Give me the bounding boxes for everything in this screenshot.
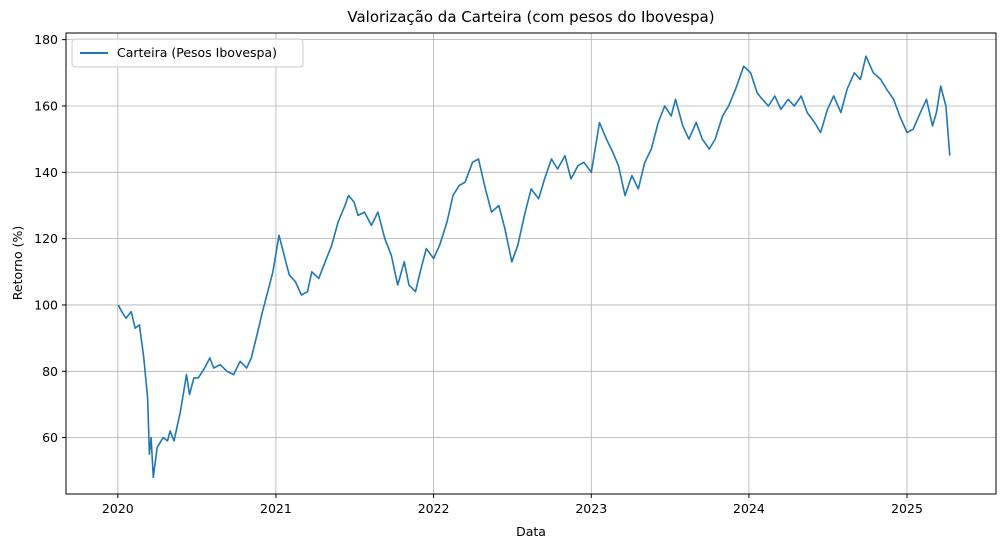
legend-label: Carteira (Pesos Ibovespa) (117, 45, 277, 60)
x-axis-label: Data (516, 524, 546, 539)
x-tick-label: 2021 (260, 501, 292, 516)
y-axis-ticks: 60 80 100 120 140 160 180 (34, 32, 66, 445)
y-tick-label: 60 (42, 430, 58, 445)
y-tick-label: 160 (34, 98, 58, 113)
y-tick-label: 140 (34, 165, 58, 180)
x-axis-ticks: 2020 2021 2022 2023 2024 2025 (102, 494, 923, 516)
y-tick-label: 100 (34, 297, 58, 312)
y-tick-label: 120 (34, 231, 58, 246)
x-tick-label: 2024 (733, 501, 765, 516)
series-line (117, 55, 951, 479)
chart-title: Valorização da Carteira (com pesos do Ib… (347, 8, 714, 26)
series-lines (117, 55, 951, 479)
legend-box (71, 38, 304, 68)
x-tick-label: 2022 (418, 501, 450, 516)
x-tick-label: 2023 (575, 501, 607, 516)
y-tick-label: 180 (34, 32, 58, 47)
x-tick-label: 2025 (891, 501, 923, 516)
grid-lines (66, 33, 996, 494)
plot-area-frame (65, 32, 997, 495)
y-axis-label: Retorno (%) (10, 226, 25, 300)
legend: Carteira (Pesos Ibovespa) (71, 38, 304, 68)
x-tick-label: 2020 (102, 501, 134, 516)
y-tick-label: 80 (42, 364, 58, 379)
